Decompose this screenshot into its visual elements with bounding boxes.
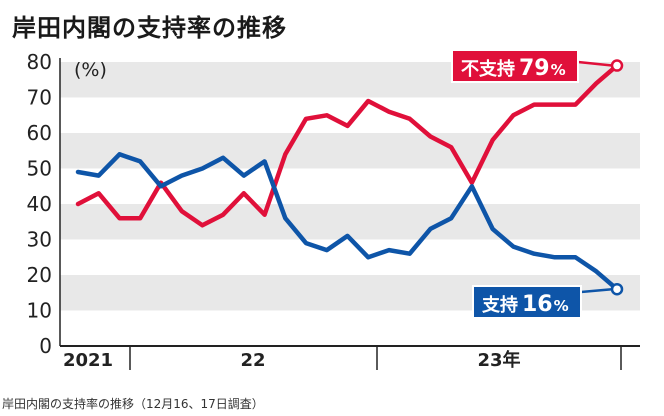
disapprove-callout-label: 不支持 79%	[461, 56, 566, 81]
y-tick-label-40: 40	[27, 192, 52, 216]
callouts: 不支持 79%支持 16%	[451, 49, 613, 319]
disapprove-callout-unit: %	[551, 61, 566, 79]
y-tick-label-10: 10	[27, 299, 52, 323]
x-period-label-2: 22	[240, 350, 265, 371]
grid-band-50	[60, 133, 640, 169]
y-tick-label-30: 30	[27, 228, 52, 252]
y-tick-label-50: 50	[27, 157, 52, 181]
disapprove-line-end-marker	[610, 59, 624, 72]
disapprove-callout-series-name: 不支持	[461, 58, 515, 80]
x-axis: 2021 22 23年	[60, 345, 640, 371]
disapprove-callout-box	[451, 49, 579, 83]
approve-line	[75, 152, 620, 292]
chart-title: 岸田内閣の支持率の推移	[12, 14, 287, 42]
y-axis-unit: (%)	[74, 59, 107, 81]
grid-bands	[60, 62, 640, 311]
disapprove-callout-pointer	[577, 60, 613, 67]
approve-callout-pointer	[580, 287, 613, 294]
y-tick-label-60: 60	[27, 121, 52, 145]
figure-caption: 岸田内閣の支持率の推移（12月16、17日調査）	[2, 397, 264, 411]
y-tick-label-0: 0	[39, 334, 52, 358]
y-tick-label-80: 80	[27, 50, 52, 74]
y-tick-label-70: 70	[27, 86, 52, 110]
approve-callout-series-name: 支持	[481, 294, 518, 316]
y-axis: 0 10 20 30 40 50 60 70 80	[27, 50, 61, 358]
x-period-label-3: 23年	[477, 349, 520, 371]
grid-band-30	[60, 204, 640, 240]
approve-callout-box	[472, 285, 582, 319]
series-lines	[75, 59, 624, 296]
approve-callout-label: 支持 16%	[481, 292, 569, 317]
approve-callout-value: 16	[522, 292, 553, 317]
approve-line-end-marker	[610, 282, 624, 296]
approve-callout-unit: %	[554, 297, 569, 315]
disapprove-callout-value: 79	[519, 56, 550, 81]
disapprove-line	[75, 63, 620, 228]
y-tick-label-20: 20	[27, 263, 52, 287]
x-period-label-1: 2021	[63, 350, 113, 371]
